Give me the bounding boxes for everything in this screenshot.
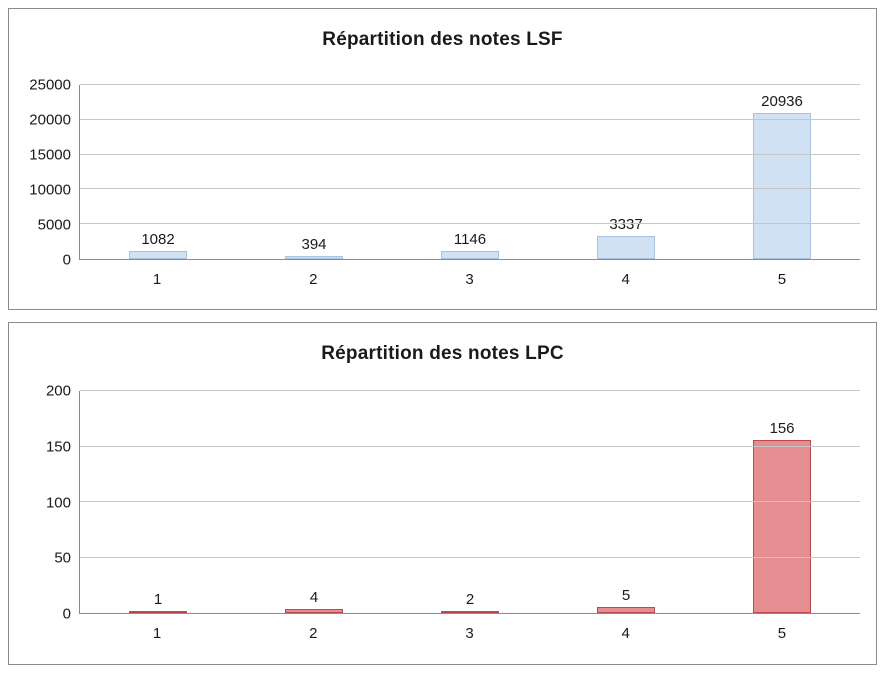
x-tick-label: 5 <box>777 625 787 642</box>
bar-group: 1 <box>80 391 236 613</box>
chart-title: Répartition des notes LPC <box>321 343 564 364</box>
y-axis: 0 5000 10000 15000 20000 25000 <box>21 77 79 269</box>
bar <box>753 439 811 613</box>
gridline <box>80 84 860 85</box>
chart-plot-region: 0 50 100 150 200 1 4 2 5 156 1 2 3 4 5 <box>21 383 860 642</box>
x-tick-label: 2 <box>309 271 318 288</box>
y-tick-label: 20000 <box>29 111 71 129</box>
bar-group: 20936 <box>704 85 860 259</box>
bar <box>129 251 187 259</box>
data-label: 1146 <box>453 231 487 249</box>
x-tick-label: 1 <box>152 271 162 288</box>
bar <box>597 607 655 613</box>
y-tick-label: 50 <box>54 549 71 567</box>
gridline <box>80 153 860 155</box>
gridline <box>80 118 860 120</box>
y-axis: 0 50 100 150 200 <box>21 383 79 623</box>
chart-plot-region: 0 5000 10000 15000 20000 25000 1082 394 1146 333… <box>21 77 860 288</box>
x-tick-label: 4 <box>621 271 630 288</box>
bar-group: 2 <box>392 391 548 613</box>
chart-lsf: Répartition des notes LSF 0 5000 10000 1500… <box>8 8 877 310</box>
x-tick-label: 2 <box>309 625 318 642</box>
y-tick-label: 15000 <box>29 146 71 164</box>
gridline <box>80 445 860 447</box>
y-tick-label: 100 <box>45 494 71 511</box>
data-label: 3337 <box>609 215 643 233</box>
bar-group: 5 <box>548 391 704 613</box>
y-tick-label: 150 <box>45 438 71 456</box>
data-label: 1 <box>153 591 163 608</box>
x-axis: 1 2 3 4 5 <box>79 271 860 288</box>
x-tick-label: 3 <box>465 625 474 642</box>
x-tick-label: 4 <box>621 625 630 642</box>
bar <box>753 113 811 259</box>
bar <box>285 608 343 613</box>
data-label: 5 <box>621 587 631 605</box>
bar-group: 394 <box>236 85 392 259</box>
gridline <box>80 390 860 391</box>
x-tick-label: 5 <box>777 271 787 288</box>
bar-group: 4 <box>236 391 392 613</box>
data-label: 156 <box>769 419 795 437</box>
bar <box>441 610 499 613</box>
bar-group: 3337 <box>548 85 704 259</box>
chart-lpc: Répartition des notes LPC 0 50 100 150 200 1… <box>8 322 877 665</box>
chart-title: Répartition des notes LSF <box>322 29 563 50</box>
bar <box>441 251 499 259</box>
bar <box>597 235 655 259</box>
gridline <box>80 223 860 225</box>
data-label: 394 <box>301 236 327 254</box>
data-label: 20936 <box>761 93 803 111</box>
bar-group: 156 <box>704 391 860 613</box>
gridline <box>80 556 860 558</box>
data-label: 2 <box>465 590 475 608</box>
plot-area: 1 4 2 5 156 <box>79 390 860 614</box>
bar <box>285 256 343 259</box>
gridline <box>80 501 860 502</box>
y-tick-label: 0 <box>62 251 71 269</box>
x-axis: 1 2 3 4 5 <box>79 625 860 642</box>
gridline <box>80 188 860 190</box>
y-tick-label: 200 <box>45 382 71 400</box>
bar-group: 1082 <box>80 85 236 259</box>
bar <box>129 611 187 613</box>
bars-container: 1082 394 1146 3337 20936 <box>80 85 860 259</box>
y-tick-label: 25000 <box>29 76 71 94</box>
plot-area: 1082 394 1146 3337 20936 <box>79 84 860 260</box>
x-tick-label: 1 <box>152 625 162 642</box>
data-label: 1082 <box>141 231 175 249</box>
bars-container: 1 4 2 5 156 <box>80 391 860 613</box>
y-tick-label: 5000 <box>37 216 71 234</box>
y-tick-label: 10000 <box>29 181 71 199</box>
x-tick-label: 3 <box>465 271 474 288</box>
data-label: 4 <box>309 588 319 606</box>
bar-group: 1146 <box>392 85 548 259</box>
y-tick-label: 0 <box>62 605 71 623</box>
